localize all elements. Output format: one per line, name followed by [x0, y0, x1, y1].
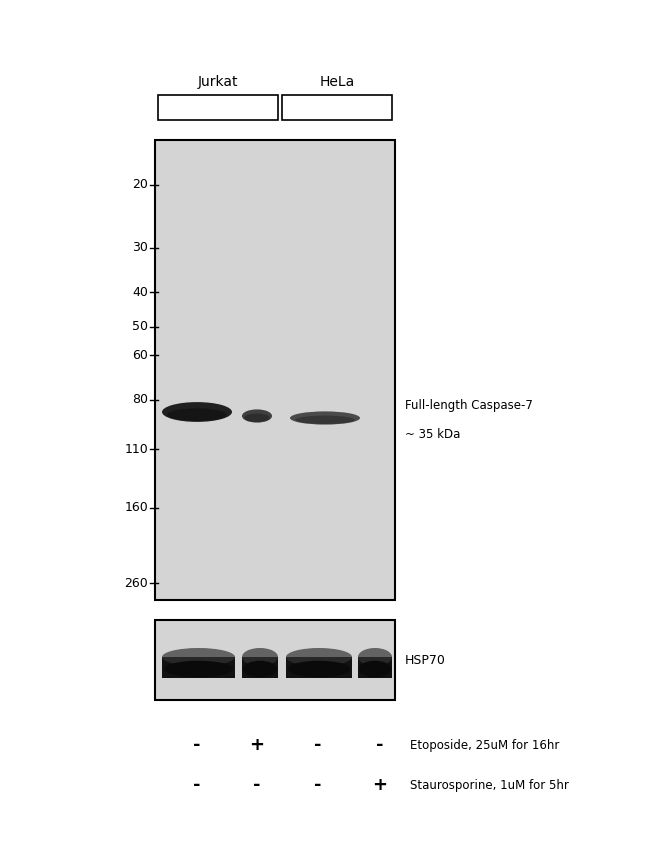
Bar — [155, 620, 395, 700]
Bar — [242, 657, 278, 678]
Text: -: - — [376, 736, 384, 754]
Text: 260: 260 — [124, 576, 148, 589]
Text: HSP70: HSP70 — [405, 654, 446, 666]
Ellipse shape — [359, 661, 391, 678]
Text: 60: 60 — [132, 349, 148, 362]
Ellipse shape — [290, 412, 360, 424]
Text: 30: 30 — [132, 241, 148, 254]
Bar — [358, 657, 392, 678]
Bar — [162, 657, 235, 678]
Text: HeLa: HeLa — [319, 75, 355, 89]
Ellipse shape — [286, 648, 352, 666]
Text: 110: 110 — [124, 443, 148, 456]
Text: Jurkat: Jurkat — [198, 75, 239, 89]
Text: 20: 20 — [132, 178, 148, 191]
Ellipse shape — [167, 408, 227, 421]
Text: Etoposide, 25uM for 16hr: Etoposide, 25uM for 16hr — [410, 739, 560, 751]
Text: -: - — [314, 736, 322, 754]
Text: +: + — [372, 776, 387, 794]
Text: Staurosporine, 1uM for 5hr: Staurosporine, 1uM for 5hr — [410, 779, 569, 791]
Ellipse shape — [162, 402, 232, 422]
Bar — [282, 95, 392, 120]
Bar — [286, 657, 352, 678]
Ellipse shape — [242, 409, 272, 423]
Text: -: - — [193, 736, 201, 754]
Text: -: - — [314, 776, 322, 794]
Ellipse shape — [164, 661, 233, 678]
Text: 80: 80 — [132, 393, 148, 407]
Text: -: - — [193, 776, 201, 794]
Bar — [155, 140, 395, 600]
Ellipse shape — [295, 416, 355, 424]
Text: 50: 50 — [132, 320, 148, 334]
Ellipse shape — [244, 413, 270, 422]
Text: 40: 40 — [132, 286, 148, 299]
Ellipse shape — [288, 661, 350, 678]
Ellipse shape — [243, 661, 277, 678]
Text: +: + — [250, 736, 265, 754]
Text: Full-length Caspase-7: Full-length Caspase-7 — [405, 399, 533, 412]
Text: -: - — [254, 776, 261, 794]
Ellipse shape — [162, 648, 235, 666]
Text: 160: 160 — [124, 501, 148, 514]
Bar — [158, 95, 278, 120]
Ellipse shape — [242, 648, 278, 666]
Text: ~ 35 kDa: ~ 35 kDa — [405, 428, 460, 441]
Ellipse shape — [358, 648, 392, 666]
